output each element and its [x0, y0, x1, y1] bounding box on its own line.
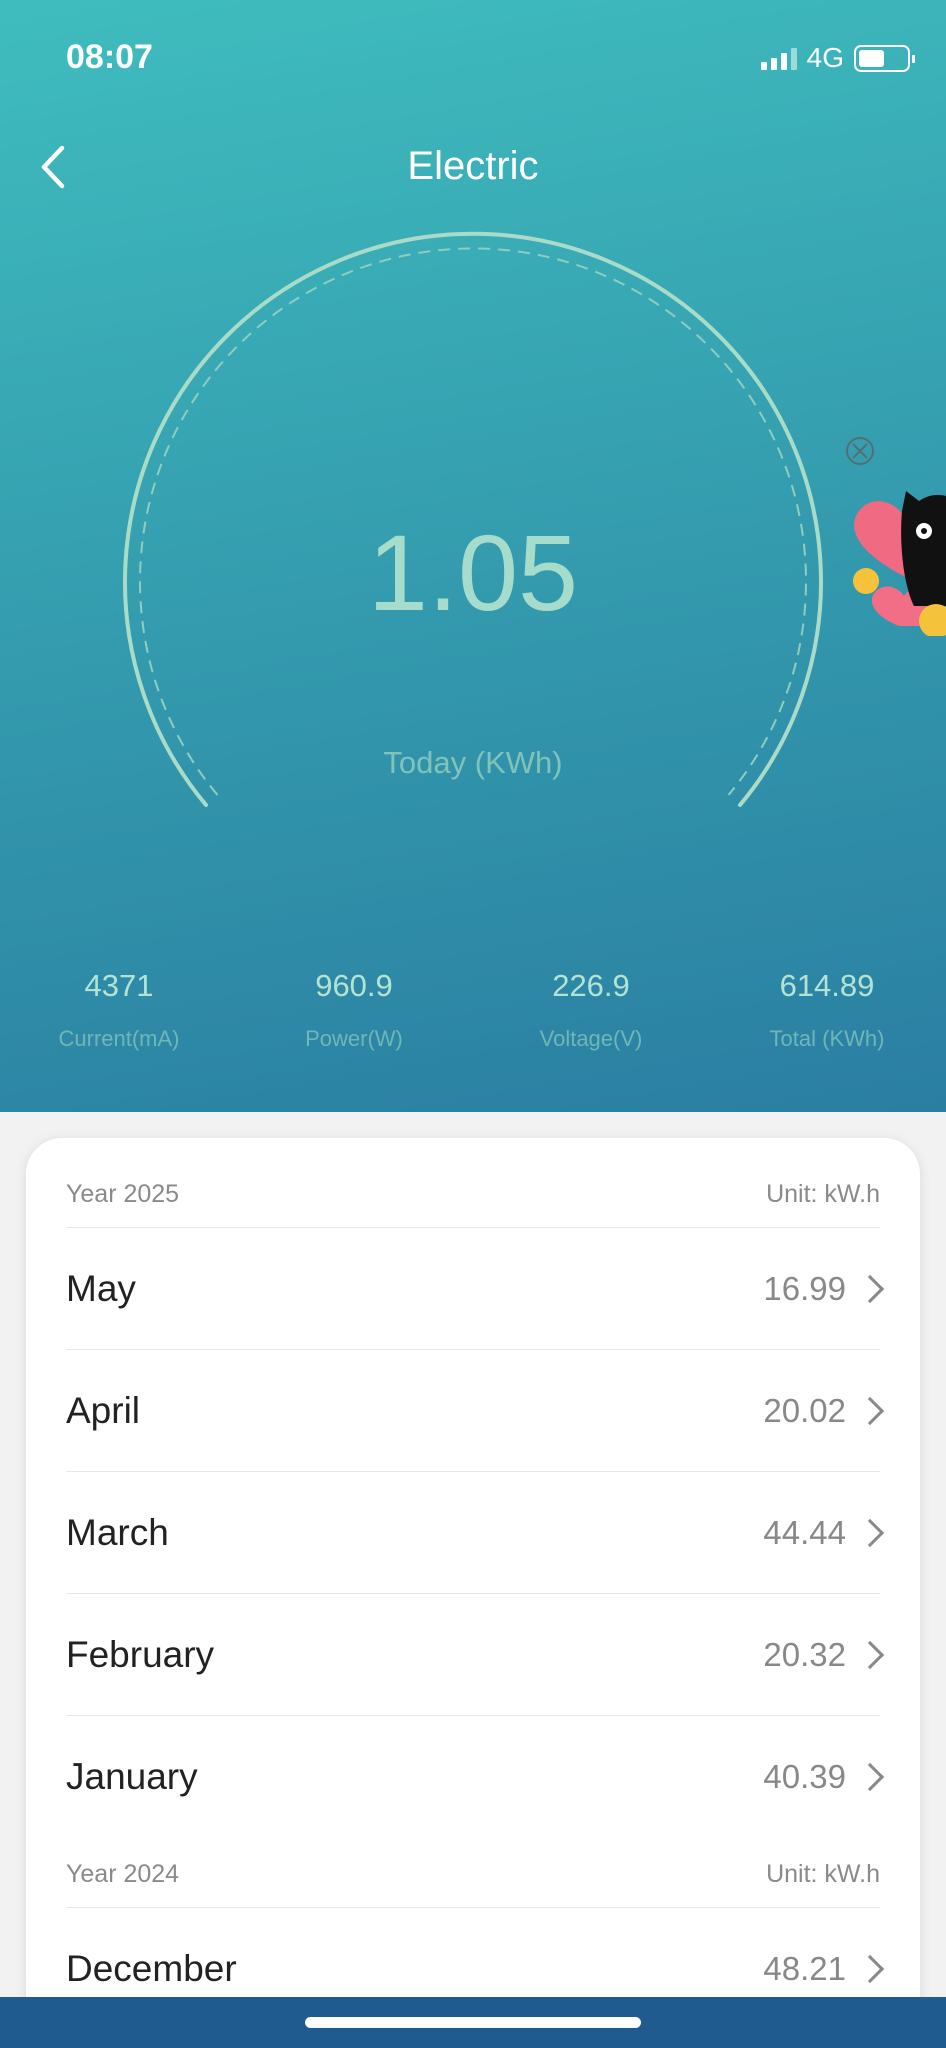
month-row-february[interactable]: February 20.32: [66, 1593, 885, 1715]
page-title: Electric: [407, 144, 539, 188]
home-indicator[interactable]: [305, 2017, 641, 2028]
chevron-right-icon: [855, 1640, 885, 1669]
month-row-march[interactable]: March 44.44: [66, 1471, 885, 1593]
cat-icon: [901, 491, 946, 606]
month-row-april[interactable]: April 20.02: [66, 1349, 885, 1471]
gauge-ring: [123, 231, 823, 807]
chevron-right-icon: [855, 1954, 885, 1983]
chevron-right-icon: [855, 1518, 885, 1547]
gauge-dashed-arc: [139, 247, 807, 796]
status-indicators: 4G: [760, 42, 915, 74]
network-type: 4G: [806, 42, 844, 73]
year-header: Year 2024 Unit: kW.h: [66, 1860, 880, 1888]
chevron-right-icon: [855, 1396, 885, 1425]
monthly-history-card: Year 2025 Unit: kW.h May 16.99 April 20.02 …: [26, 1138, 920, 2038]
stat-total: 614.89 Total (KWh): [769, 968, 885, 1051]
stat-voltage: 226.9 Voltage(V): [539, 968, 643, 1051]
year-header: Year 2025 Unit: kW.h: [66, 1180, 880, 1208]
today-value: 1.05: [367, 512, 579, 633]
battery-icon: [854, 44, 915, 72]
month-row-may[interactable]: May 16.99: [66, 1227, 885, 1349]
today-label: Today (KWh): [383, 745, 563, 780]
stat-current: 4371 Current(mA): [58, 968, 180, 1051]
month-row-december[interactable]: December 48.21: [66, 1907, 885, 2029]
gauge-arc: [123, 231, 823, 807]
status-time: 08:07: [66, 38, 153, 76]
header-panel: [0, 0, 946, 1112]
chevron-right-icon: [855, 1762, 885, 1791]
floating-ad-widget[interactable]: [844, 436, 946, 636]
signal-icon: [760, 46, 797, 70]
back-icon[interactable]: [36, 142, 76, 192]
chevron-right-icon: [855, 1274, 885, 1303]
month-row-january[interactable]: January 40.39: [66, 1715, 885, 1837]
coin-icon: [853, 568, 879, 594]
stat-power: 960.9 Power(W): [305, 968, 403, 1051]
close-icon: [846, 437, 874, 465]
